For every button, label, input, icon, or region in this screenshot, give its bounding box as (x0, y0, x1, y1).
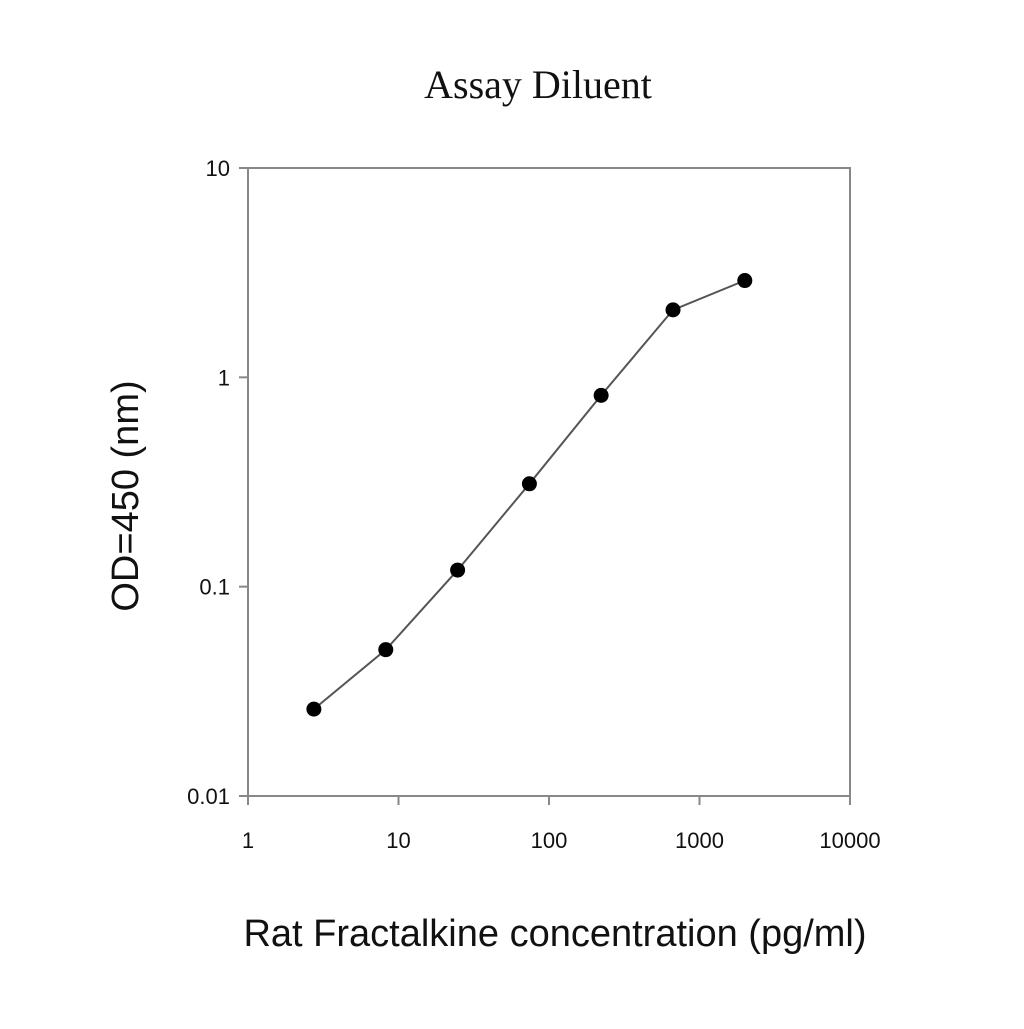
data-point (450, 562, 466, 578)
y-axis: 0.01 0.1 1 10 (187, 156, 248, 809)
y-tick-label: 1 (218, 365, 230, 390)
data-point (593, 387, 609, 403)
x-axis-label: Rat Fractalkine concentration (pg/ml) (243, 913, 866, 955)
x-axis: 1 10 100 1000 10000 (242, 796, 881, 853)
x-tick-label: 10000 (819, 828, 880, 853)
data-point (521, 476, 537, 492)
x-tick-label: 1 (242, 828, 254, 853)
plot-area (247, 167, 851, 797)
x-tick-label: 10 (386, 828, 410, 853)
y-tick-label: 0.01 (187, 784, 230, 809)
series-line (313, 279, 746, 710)
y-tick-label: 10 (206, 156, 230, 181)
data-point (665, 302, 681, 318)
x-tick-label: 1000 (675, 828, 724, 853)
data-point (737, 273, 753, 289)
chart-title: Assay Diluent (424, 62, 652, 107)
y-tick-label: 0.1 (199, 575, 230, 600)
data-point (378, 642, 394, 658)
data-points (306, 273, 753, 717)
data-point (306, 701, 322, 717)
x-tick-label: 100 (531, 828, 568, 853)
y-axis-label: OD=450 (nm) (105, 380, 147, 611)
